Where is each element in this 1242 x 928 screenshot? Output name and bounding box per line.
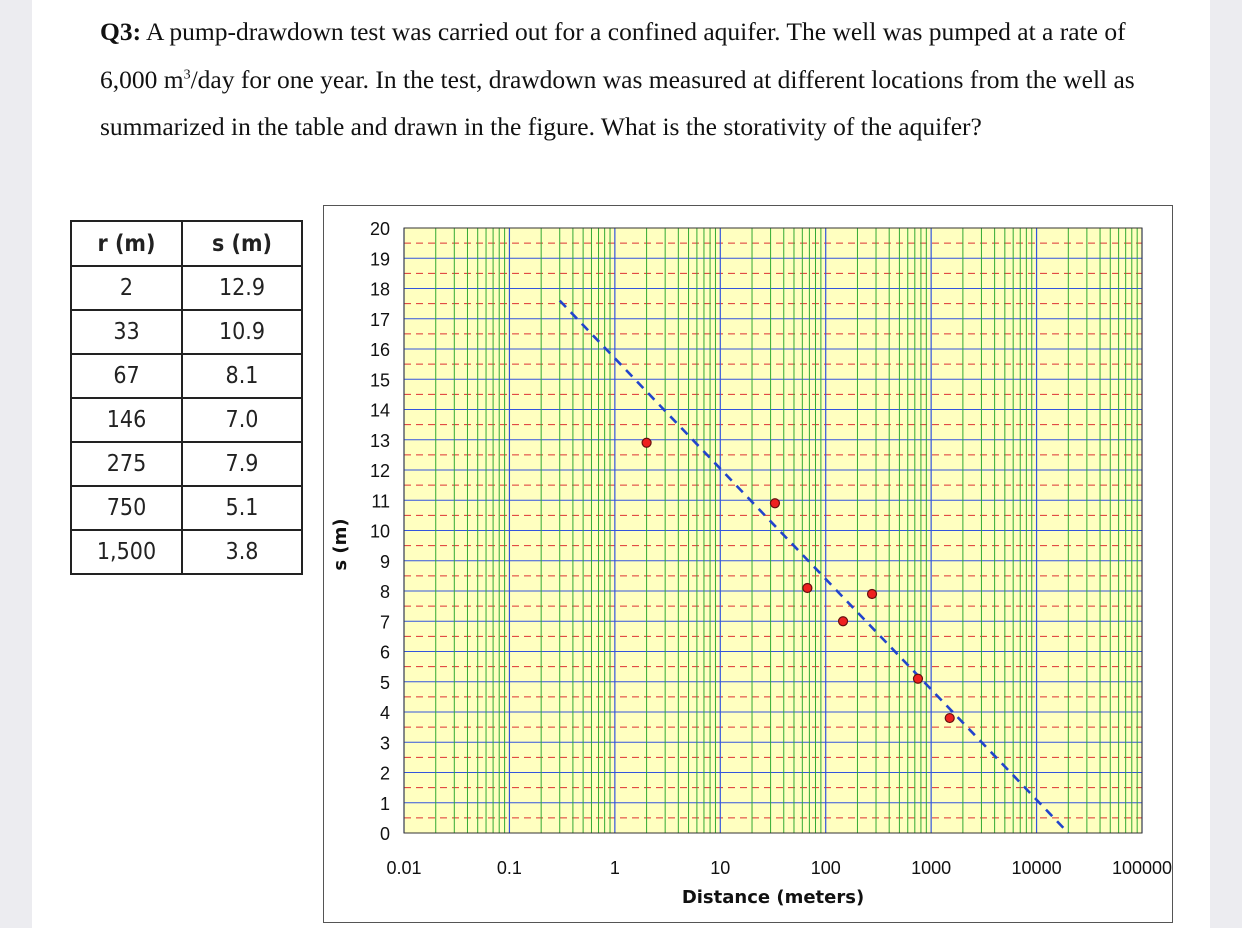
table-cell: 2 bbox=[70, 265, 183, 311]
grid-lines bbox=[403, 227, 1143, 834]
y-tick-label: 17 bbox=[370, 310, 390, 330]
x-axis-label: Distance (meters) bbox=[682, 887, 864, 908]
x-tick-label: 0.1 bbox=[497, 858, 522, 878]
table-cell: 7.9 bbox=[181, 441, 303, 487]
y-tick-label: 16 bbox=[370, 340, 390, 360]
data-point bbox=[769, 498, 781, 509]
y-tick-label: 2 bbox=[380, 764, 390, 784]
data-point bbox=[866, 588, 878, 600]
y-tick-label: 18 bbox=[370, 280, 390, 300]
table-cell: 7.0 bbox=[181, 397, 303, 443]
y-tick-label: 9 bbox=[380, 552, 390, 572]
question-text: Q3: A pump-drawdown test was carried out… bbox=[100, 8, 1170, 151]
data-table: r (m) s (m) 2 12.9 33 10.9 67 8.1 146 7.… bbox=[70, 220, 303, 575]
table-row: 2 12.9 bbox=[70, 265, 303, 311]
data-point bbox=[802, 582, 813, 594]
question-label: Q3: bbox=[100, 17, 142, 46]
x-tick-label: 1 bbox=[610, 858, 620, 878]
data-point bbox=[641, 437, 652, 448]
table-row: 33 10.9 bbox=[70, 309, 303, 355]
fit-line bbox=[558, 299, 1070, 834]
x-tick-label: 1000 bbox=[911, 858, 951, 878]
chart-frame: 0 1 2 3 4 5 6 7 8 9 10 11 12 13 14 15 16 17 18 19 20 0.01 0.1… bbox=[323, 205, 1173, 923]
y-tick-label: 19 bbox=[370, 249, 390, 269]
fit-line-group bbox=[558, 299, 1070, 834]
y-tick-label: 8 bbox=[380, 582, 390, 602]
y-tick-label: 20 bbox=[370, 219, 390, 239]
data-point bbox=[912, 673, 924, 684]
question-body-2: /day for one year. In the test, drawdown… bbox=[100, 64, 1135, 142]
table-cell: 67 bbox=[70, 353, 183, 399]
x-tick-label: 100 bbox=[811, 858, 841, 878]
data-point bbox=[837, 616, 849, 627]
plot-border bbox=[403, 227, 1143, 834]
table-cell: 33 bbox=[70, 309, 183, 355]
x-tick-labels: 0.01 0.1 1 10 100 1000 10000 100000 bbox=[386, 858, 1172, 878]
y-tick-label: 7 bbox=[380, 612, 390, 632]
document-page: Q3: A pump-drawdown test was carried out… bbox=[32, 0, 1210, 928]
table-cell: 10.9 bbox=[181, 309, 303, 355]
y-tick-label: 12 bbox=[370, 461, 390, 481]
data-points bbox=[641, 437, 955, 724]
y-tick-label: 5 bbox=[380, 673, 390, 693]
y-tick-label: 3 bbox=[380, 733, 390, 753]
table-cell: 1,500 bbox=[70, 529, 183, 575]
question-body-1: A pump-drawdown test was carried out for… bbox=[100, 17, 1126, 94]
x-tick-label: 0.01 bbox=[386, 858, 421, 878]
table-header-r: r (m) bbox=[70, 220, 183, 267]
y-tick-label: 1 bbox=[380, 794, 390, 814]
table-cell: 750 bbox=[70, 485, 183, 531]
y-tick-label: 11 bbox=[371, 491, 390, 511]
y-tick-label: 0 bbox=[380, 824, 390, 844]
table-cell: 8.1 bbox=[181, 353, 303, 399]
table-header-s: s (m) bbox=[181, 220, 303, 267]
x-tick-label: 10 bbox=[710, 858, 730, 878]
table-row: 1,500 3.8 bbox=[70, 529, 303, 575]
x-tick-label: 100000 bbox=[1112, 858, 1172, 878]
table-row: 750 5.1 bbox=[70, 485, 303, 531]
y-tick-label: 13 bbox=[370, 431, 390, 451]
table-cell: 5.1 bbox=[181, 485, 303, 531]
table-row: 146 7.0 bbox=[70, 397, 303, 443]
question-superscript: 3 bbox=[183, 67, 191, 82]
table-cell: 146 bbox=[70, 397, 183, 443]
y-tick-label: 10 bbox=[370, 522, 390, 542]
table-row: 67 8.1 bbox=[70, 353, 303, 399]
table-cell: 12.9 bbox=[181, 265, 303, 311]
table-header-row: r (m) s (m) bbox=[70, 220, 303, 267]
data-point bbox=[944, 712, 955, 724]
x-tick-label: 10000 bbox=[1012, 858, 1062, 878]
y-tick-label: 6 bbox=[380, 643, 390, 663]
table-cell: 275 bbox=[70, 441, 183, 487]
y-tick-label: 4 bbox=[380, 703, 390, 723]
table-cell: 3.8 bbox=[181, 529, 303, 575]
y-tick-label: 15 bbox=[370, 370, 390, 390]
table-row: 275 7.9 bbox=[70, 441, 303, 487]
y-tick-label: 14 bbox=[370, 401, 390, 421]
y-axis-label: s (m) bbox=[330, 518, 351, 570]
